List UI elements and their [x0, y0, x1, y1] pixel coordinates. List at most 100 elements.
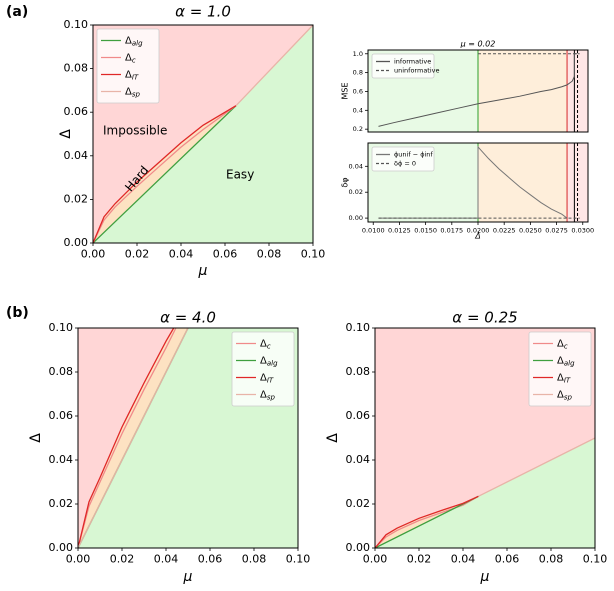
legend-label: Δsp — [260, 390, 275, 402]
y-tick-label: 0.04 — [64, 149, 89, 162]
x-tick-label: 0.06 — [213, 248, 238, 261]
legend-subscript: sp — [267, 394, 276, 402]
legend-symbol: Δ — [557, 339, 564, 350]
y-tick-label: 0.4 — [353, 106, 363, 114]
chart-title: α = 0.25 — [452, 309, 517, 327]
x-tick-label: 0.02 — [407, 553, 432, 566]
series-line — [235, 25, 313, 107]
x-tick-label: 0.04 — [451, 553, 476, 566]
y-tick-label: 0.04 — [49, 453, 74, 466]
y-tick-label: 0.04 — [349, 162, 363, 170]
x-tick-label: 0.00 — [363, 553, 388, 566]
legend-label: Δc — [260, 339, 271, 351]
y-tick-label: 0.00 — [64, 236, 89, 249]
series-line — [375, 495, 479, 548]
x-tick-label: 0.10 — [286, 553, 311, 566]
y-axis-label: Δ — [325, 433, 341, 443]
chart-title: μ = 0.02 — [460, 40, 496, 49]
y-tick-label: 0.2 — [353, 125, 363, 133]
series-line — [93, 105, 237, 243]
legend-label: δϕ = 0 — [394, 160, 416, 168]
y-tick-label: 0.04 — [346, 453, 371, 466]
y-tick-label: 0.02 — [64, 192, 89, 205]
legend-label: Δalg — [557, 356, 575, 368]
x-tick-label: 0.04 — [169, 248, 194, 261]
y-tick-label: 0.00 — [49, 541, 74, 554]
x-tick-label: 0.10 — [301, 248, 326, 261]
legend-subscript: c — [132, 57, 136, 65]
x-tick-label: 0.04 — [154, 553, 179, 566]
y-tick-label: 0.10 — [346, 321, 371, 334]
axes-frame — [92, 24, 314, 244]
y-tick-label: 0.6 — [353, 87, 363, 95]
chart-title: α = 4.0 — [160, 309, 216, 327]
legend-label: ΔIT — [557, 373, 571, 385]
y-tick-label: 0.00 — [346, 541, 371, 554]
legend-label: ϕunif − ϕinf — [394, 151, 433, 159]
y-axis-label: Δ — [58, 129, 74, 139]
legend-label: Δalg — [125, 36, 143, 48]
region-easy — [93, 25, 313, 243]
legend-subscript: c — [564, 343, 568, 351]
y-tick-label: 0.10 — [64, 18, 89, 31]
series-line — [78, 328, 177, 548]
x-tick-label: 0.0250 — [519, 227, 542, 235]
axes-frame — [367, 49, 589, 133]
x-tick-label: 0.06 — [495, 553, 520, 566]
legend-box — [371, 53, 435, 79]
legend-label: Δsp — [125, 87, 140, 99]
legend-label: Δc — [125, 53, 136, 65]
y-tick-label: 1.0 — [353, 50, 363, 58]
x-axis-label: Δ — [474, 232, 480, 241]
x-tick-label: 0.0225 — [493, 227, 516, 235]
series-line — [375, 495, 479, 548]
x-tick-label: 0.00 — [81, 248, 106, 261]
series-line — [375, 495, 479, 548]
legend-box — [96, 28, 160, 104]
legend-subscript: alg — [564, 360, 575, 368]
x-tick-label: 0.08 — [257, 248, 282, 261]
x-axis-label: μ — [480, 569, 490, 585]
axes-frame — [77, 327, 299, 549]
series-line — [378, 53, 578, 127]
x-tick-label: 0.0175 — [440, 227, 463, 235]
legend-label: informative — [394, 58, 431, 66]
series-line — [93, 105, 237, 243]
y-tick-label: 0.08 — [64, 62, 89, 75]
legend-symbol: Δ — [260, 373, 267, 384]
x-tick-label: 0.0275 — [545, 227, 568, 235]
series-line — [478, 437, 595, 497]
legend-subscript: IT — [564, 377, 571, 385]
legend-subscript: alg — [267, 360, 278, 368]
legend-label: Δalg — [260, 356, 278, 368]
legend-symbol: Δ — [125, 53, 132, 64]
legend-subscript: sp — [564, 394, 573, 402]
x-tick-label: 0.0200 — [467, 227, 490, 235]
legend-subscript: alg — [132, 40, 143, 48]
y-tick-label: 0.08 — [346, 365, 371, 378]
legend-label: Δsp — [557, 390, 572, 402]
legend-label: Δc — [557, 339, 568, 351]
x-tick-label: 0.0100 — [362, 227, 385, 235]
x-tick-label: 0.02 — [110, 553, 135, 566]
y-tick-label: 0.10 — [49, 321, 74, 334]
y-axis-label: MSE — [341, 82, 350, 99]
legend-box — [231, 331, 295, 407]
legend-label: ΔIT — [125, 70, 139, 82]
legend-subscript: sp — [132, 91, 141, 99]
legend-symbol: Δ — [125, 36, 132, 47]
x-tick-label: 0.0300 — [571, 227, 594, 235]
y-axis-label: δφ — [341, 177, 350, 187]
axes-frame — [374, 327, 596, 549]
legend-label: uninformative — [394, 67, 440, 75]
legend-symbol: Δ — [125, 87, 132, 98]
series-line — [78, 328, 175, 548]
legend-symbol: Δ — [125, 70, 132, 81]
chart-title: α = 1.0 — [175, 3, 231, 21]
region-hard — [478, 143, 568, 222]
x-tick-label: 0.08 — [242, 553, 267, 566]
x-tick-label: 0.10 — [583, 553, 608, 566]
plot-area — [368, 50, 588, 132]
legend-symbol: Δ — [260, 356, 267, 367]
